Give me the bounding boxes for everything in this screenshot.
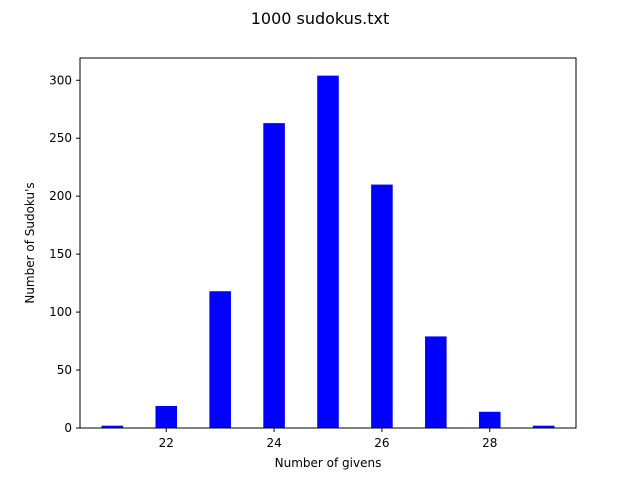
bar-23 [209,291,231,428]
y-tick-label: 100 [49,305,72,319]
x-axis-label: Number of givens [275,456,382,470]
x-tick-label: 24 [266,436,281,450]
y-tick-label: 150 [49,247,72,261]
axes-frame [79,57,577,429]
x-axis-ticks: 22 24 26 28 [159,428,497,450]
bar-22 [155,405,178,428]
y-tick-label: 250 [49,131,72,145]
y-axis-label: Number of Sudoku's [23,182,37,303]
bars [101,75,555,429]
y-tick-label: 50 [57,363,72,377]
bar-21 [101,425,124,428]
chart-title: 1000 sudokus.txt [251,9,390,28]
bar-25 [317,75,339,428]
x-tick-label: 22 [159,436,174,450]
x-tick-label: 26 [374,436,389,450]
y-tick-label: 0 [64,421,72,435]
y-axis-ticks: 0 50 100 150 200 250 300 [49,73,80,435]
bar-24 [263,123,285,429]
bar-27 [425,336,447,428]
x-tick-label: 28 [482,436,497,450]
bar-29 [532,425,555,428]
y-tick-label: 300 [49,73,72,87]
y-tick-label: 200 [49,189,72,203]
bar-28 [478,411,501,428]
bar-26 [371,184,393,428]
